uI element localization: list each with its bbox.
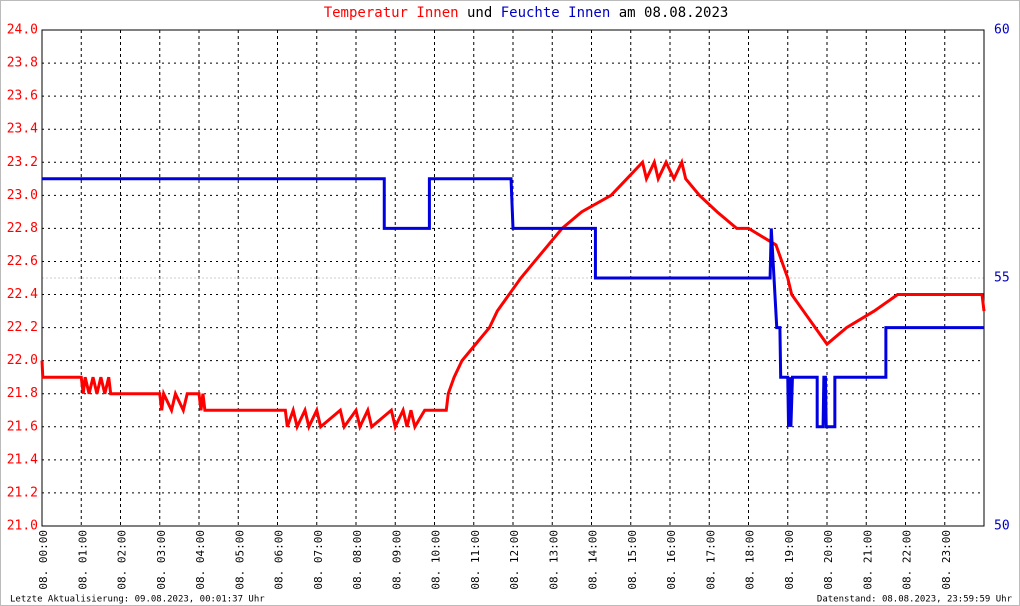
y-tick-label: 23.4 (7, 122, 38, 137)
x-tick-label: 08. 17:00 (704, 530, 717, 590)
x-tick-label: 08. 21:00 (861, 530, 874, 590)
x-tick-label: 08. 10:00 (430, 530, 443, 590)
x-tick-label: 08. 14:00 (587, 530, 600, 590)
y-tick-label: 23.2 (7, 155, 38, 170)
x-tick-label: 08. 15:00 (626, 530, 639, 590)
y-tick-label: 21.0 (7, 519, 38, 534)
y-tick-label: 22.4 (7, 287, 38, 302)
x-tick-label: 08. 16:00 (665, 530, 678, 590)
x-tick-label: 08. 08:00 (351, 530, 364, 590)
y-tick-label: 22.6 (7, 254, 38, 269)
x-tick-label: 08. 23:00 (940, 530, 953, 590)
y-tick-label: 22.0 (7, 353, 38, 368)
y-tick-label: 23.8 (7, 56, 38, 71)
x-tick-label: 08. 02:00 (116, 530, 129, 590)
y-tick-label: 21.8 (7, 386, 38, 401)
title-part: Feuchte Innen (501, 5, 611, 21)
line-series (42, 177, 984, 429)
y-tick-label: 23.0 (7, 188, 38, 203)
x-tick-label: 08. 09:00 (390, 530, 403, 590)
x-tick-label: 08. 18:00 (744, 530, 757, 590)
y-tick-label: 21.6 (7, 419, 38, 434)
line-series (40, 157, 986, 432)
y-tick-label: 24.0 (7, 23, 38, 38)
title-part: und (467, 5, 492, 21)
x-tick-label: 08. 01:00 (76, 530, 89, 590)
y-tick-label: 22.2 (7, 320, 38, 335)
title-part: Temperatur Innen (324, 5, 459, 21)
y2-tick-label: 50 (994, 519, 1010, 534)
x-tick-label: 08. 06:00 (273, 530, 286, 590)
x-tick-label: 08. 07:00 (312, 530, 325, 590)
y-tick-label: 23.6 (7, 89, 38, 104)
x-tick-label: 08. 05:00 (233, 530, 246, 590)
x-tick-label: 08. 19:00 (783, 530, 796, 590)
footer-right: Datenstand: 08.08.2023, 23:59:59 Uhr (817, 595, 1013, 605)
footer-left: Letzte Aktualisierung: 09.08.2023, 00:01… (10, 595, 265, 605)
x-tick-label: 08. 03:00 (155, 530, 168, 590)
x-tick-label: 08. 11:00 (469, 530, 482, 590)
x-tick-label: 08. 04:00 (194, 530, 207, 590)
y2-tick-label: 60 (994, 23, 1010, 38)
x-tick-label: 08. 00:00 (37, 530, 50, 590)
chart-title: Temperatur Innen und Feuchte Innen am 08… (324, 5, 729, 21)
y2-tick-label: 55 (994, 271, 1010, 286)
y-tick-label: 21.4 (7, 452, 38, 467)
x-tick-label: 08. 22:00 (901, 530, 914, 590)
x-tick-label: 08. 20:00 (822, 530, 835, 590)
y-tick-label: 21.2 (7, 485, 38, 500)
title-part: am 08.08.2023 (619, 5, 729, 21)
plot-area (41, 29, 985, 527)
y-tick-label: 22.8 (7, 221, 38, 236)
x-tick-label: 08. 13:00 (547, 530, 560, 590)
x-tick-label: 08. 12:00 (508, 530, 521, 590)
